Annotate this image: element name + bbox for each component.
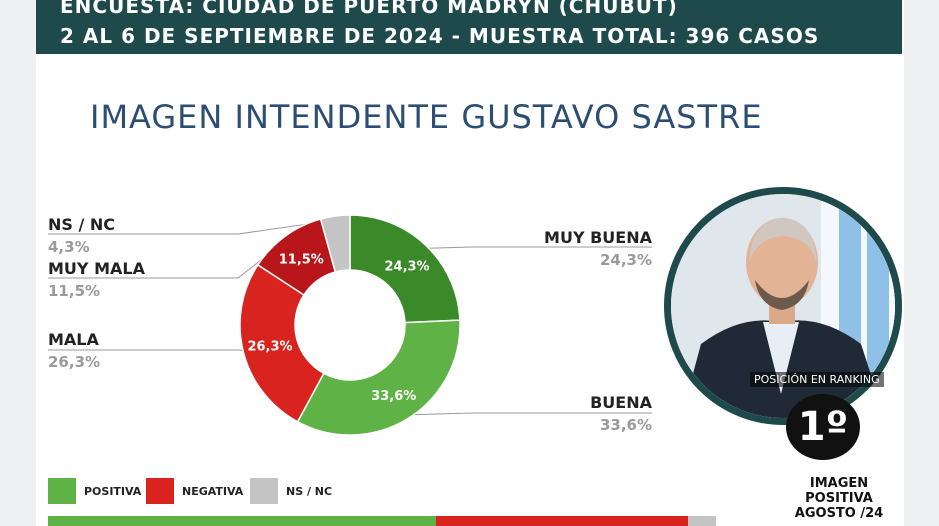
survey-subtitle: 2 AL 6 DE SEPTIEMBRE DE 2024 - MUESTRA T…	[60, 24, 820, 48]
ranking-caption-line2: POSITIVA	[805, 491, 873, 506]
leader-line	[406, 412, 652, 416]
donut-slice-mala	[239, 263, 325, 423]
value-muy-buena: 24,3%	[599, 251, 652, 269]
donut-slices	[239, 214, 461, 436]
legend-swatch-negativa	[146, 478, 174, 504]
legend-swatch-positiva	[48, 478, 76, 504]
value-ns-nc: 4,3%	[48, 238, 90, 256]
slice-value-label: 24,3%	[384, 259, 429, 274]
label-mala: MALA	[48, 330, 99, 349]
leader-line	[423, 246, 652, 249]
slice-labels: 24,3% 33,6% 26,3% 11,5%	[247, 252, 429, 404]
label-muy-buena: MUY BUENA	[544, 228, 652, 247]
donut-slice-ns-nc	[319, 214, 351, 273]
bottom-bar-positive	[48, 516, 436, 526]
value-mala: 26,3%	[48, 353, 101, 371]
legend-label-positiva: POSITIVA	[84, 485, 142, 498]
label-ns-nc: NS / NC	[48, 215, 116, 234]
ranking-caption-line1: IMAGEN	[809, 476, 869, 491]
mayor-portrait	[664, 187, 902, 425]
bottom-bar-nsnc	[688, 516, 716, 526]
legend-label-negativa: NEGATIVA	[182, 485, 244, 498]
label-buena: BUENA	[590, 393, 652, 412]
survey-header: ENCUESTA: CIUDAD DE PUERTO MADRYN (CHUBU…	[36, 0, 902, 54]
left-margin	[0, 0, 36, 526]
legend-label-nsnc: NS / NC	[286, 485, 333, 498]
legend-swatch-nsnc	[250, 478, 278, 504]
bottom-bar-negative	[436, 516, 688, 526]
donut-slice-buena	[296, 319, 461, 436]
ranking-badge: 1º	[786, 394, 860, 460]
label-muy-mala: MUY MALA	[48, 259, 145, 278]
ranking-label: POSICIÓN EN RANKING	[750, 372, 884, 387]
slice-value-label: 33,6%	[371, 389, 416, 404]
leader-line	[48, 349, 248, 352]
donut-slice-muy-buena	[349, 214, 461, 324]
ranking-caption: IMAGEN POSITIVA AGOSTO /24	[780, 476, 898, 521]
slice-value-label: 11,5%	[279, 252, 324, 267]
ranking-caption-line3: AGOSTO /24	[794, 506, 884, 521]
value-muy-mala: 11,5%	[48, 282, 101, 300]
chart-title: IMAGEN INTENDENTE GUSTAVO SASTRE	[90, 98, 763, 136]
slice-value-label: 26,3%	[247, 339, 292, 354]
right-margin	[904, 0, 939, 526]
value-buena: 33,6%	[599, 416, 652, 434]
survey-title: ENCUESTA: CIUDAD DE PUERTO MADRYN (CHUBU…	[60, 0, 678, 18]
